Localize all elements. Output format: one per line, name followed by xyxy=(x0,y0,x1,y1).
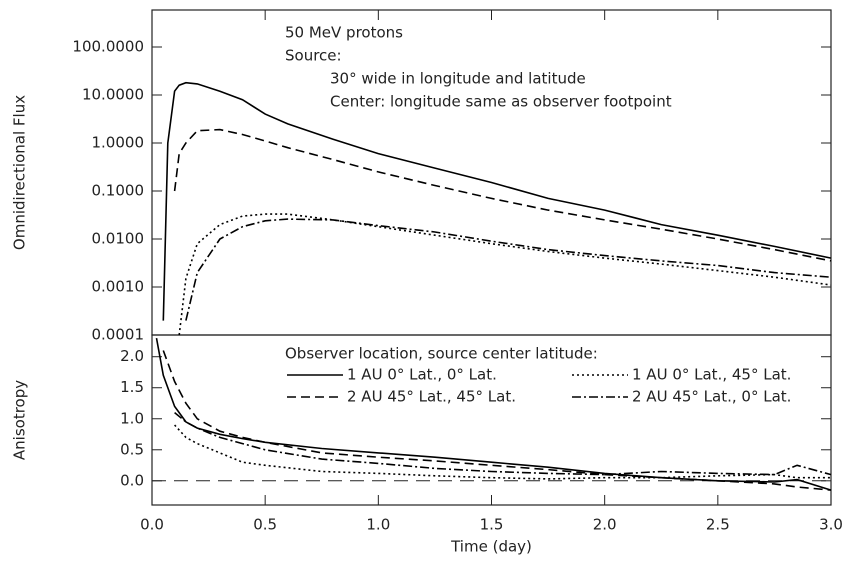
y-tick-label: 0.5 xyxy=(120,440,144,458)
y-tick-label: 0.0 xyxy=(120,471,144,489)
y-tick-label: 2.0 xyxy=(120,347,144,365)
top-frame xyxy=(151,9,832,336)
x-tick-label: 2.0 xyxy=(593,516,617,534)
y-tick-label: 0.1000 xyxy=(92,182,145,200)
legend-title: Observer location, source center latitud… xyxy=(285,345,598,363)
series-line xyxy=(162,350,832,491)
y-tick-label: 0.0100 xyxy=(92,230,145,248)
annotation: Center: longitude same as observer footp… xyxy=(330,93,672,111)
y-axis-label: Omnidirectional Flux xyxy=(11,95,29,250)
x-tick-label: 1.0 xyxy=(366,516,390,534)
y-tick-label: 0.0010 xyxy=(92,278,145,296)
legend-label: 1 AU 0° Lat., 0° Lat. xyxy=(347,366,497,384)
legend-label: 1 AU 0° Lat., 45° Lat. xyxy=(632,366,791,384)
x-tick-label: 1.5 xyxy=(480,516,504,534)
x-axis-label: Time (day) xyxy=(450,538,532,556)
y-axis-label: Anisotropy xyxy=(11,380,29,460)
series-line xyxy=(173,128,832,262)
annotation: 50 MeV protons xyxy=(285,24,403,42)
x-tick-label: 0.5 xyxy=(253,516,277,534)
series-line xyxy=(162,81,832,321)
y-tick-label: 0.0001 xyxy=(92,326,145,344)
y-tick-label: 100.0000 xyxy=(72,38,144,56)
series-line xyxy=(185,218,832,321)
series-line xyxy=(174,424,831,480)
annotation: Source: xyxy=(285,47,342,65)
annotation: 30° wide in longitude and latitude xyxy=(330,70,586,88)
y-tick-label: 1.0000 xyxy=(92,134,145,152)
legend-label: 2 AU 45° Lat., 45° Lat. xyxy=(347,388,516,406)
legend-label: 2 AU 45° Lat., 0° Lat. xyxy=(632,388,791,406)
x-tick-label: 0.0 xyxy=(140,516,164,534)
x-tick-label: 2.5 xyxy=(706,516,730,534)
y-tick-label: 1.5 xyxy=(120,378,144,396)
series-line xyxy=(178,213,832,336)
y-tick-label: 10.0000 xyxy=(82,86,144,104)
x-tick-label: 3.0 xyxy=(819,516,843,534)
y-tick-label: 1.0 xyxy=(120,409,144,427)
